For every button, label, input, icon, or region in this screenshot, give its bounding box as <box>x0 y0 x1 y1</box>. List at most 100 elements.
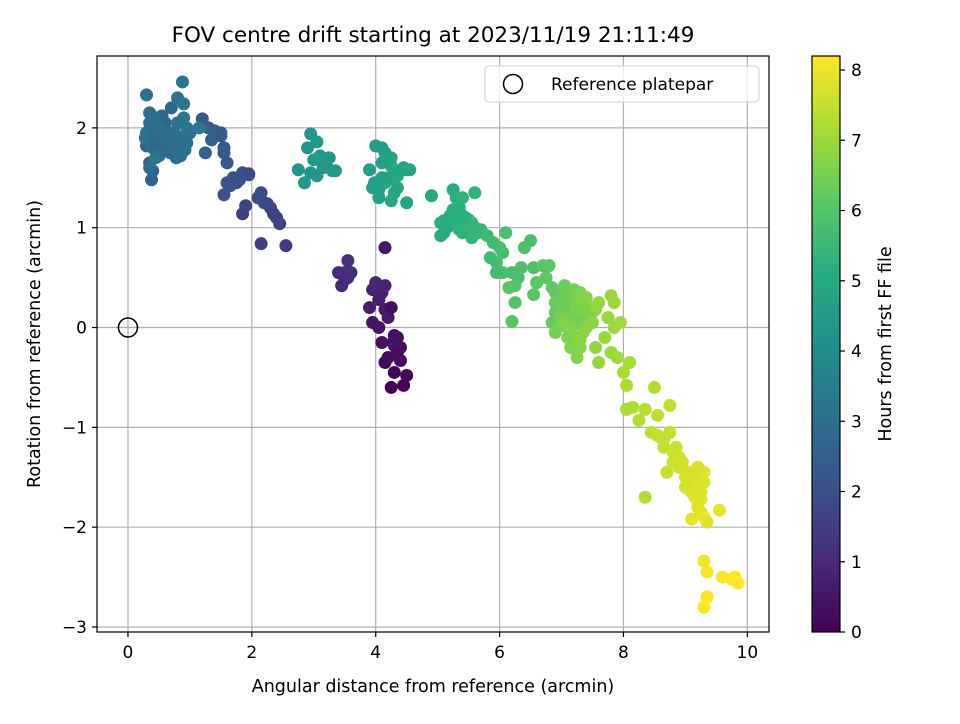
data-point <box>310 135 324 149</box>
data-point <box>387 365 401 379</box>
colorbar-tick-label: 6 <box>851 202 862 222</box>
data-point <box>177 111 191 125</box>
data-point <box>384 380 398 394</box>
data-point <box>192 121 206 135</box>
colorbar-ticks: 0 1 2 3 4 5 6 7 8 <box>840 61 862 643</box>
data-point <box>143 161 157 175</box>
data-point <box>338 273 352 287</box>
y-tick-label: −3 <box>62 618 87 638</box>
data-point <box>675 455 689 469</box>
data-point <box>700 590 714 604</box>
data-point <box>297 176 311 190</box>
colorbar-tick-label: 8 <box>851 61 862 81</box>
x-tick-label: 6 <box>494 643 505 663</box>
data-point <box>400 196 414 210</box>
data-point <box>530 276 544 290</box>
data-point <box>638 402 652 416</box>
colorbar-tick-label: 0 <box>851 623 862 643</box>
y-tick-label: −2 <box>62 518 87 538</box>
data-point <box>651 408 665 422</box>
data-point <box>678 480 692 494</box>
data-point <box>524 234 538 248</box>
data-point <box>697 600 711 614</box>
data-point <box>367 176 381 190</box>
data-point <box>384 194 398 208</box>
data-point <box>363 301 377 315</box>
data-point <box>232 173 246 187</box>
data-point <box>505 315 519 329</box>
data-point <box>573 333 587 347</box>
data-point <box>685 512 699 526</box>
data-point <box>455 191 469 205</box>
data-point <box>694 485 708 499</box>
data-point <box>363 163 377 177</box>
data-point <box>589 340 603 354</box>
data-point <box>663 398 677 412</box>
data-point <box>372 191 386 205</box>
data-point <box>319 159 333 173</box>
data-point <box>527 288 541 302</box>
data-point <box>424 189 438 203</box>
data-point <box>291 163 305 177</box>
data-point <box>217 141 231 155</box>
colorbar-tick-label: 5 <box>851 272 862 292</box>
data-point <box>239 199 253 213</box>
data-point <box>175 75 189 89</box>
data-point <box>489 266 503 280</box>
data-point <box>149 126 163 140</box>
data-point <box>691 460 705 474</box>
legend-box <box>484 65 760 103</box>
data-point <box>341 254 355 268</box>
data-point <box>301 141 315 155</box>
data-point <box>400 163 414 177</box>
chart-title: FOV centre drift starting at 2023/11/19 … <box>172 23 695 48</box>
data-point <box>468 186 482 200</box>
data-point <box>638 490 652 504</box>
data-point <box>570 350 584 364</box>
data-point <box>378 241 392 255</box>
data-point <box>390 169 404 183</box>
data-point <box>601 311 615 325</box>
colorbar-tick-label: 7 <box>851 131 862 151</box>
colorbar-tick-label: 2 <box>851 483 862 503</box>
data-point <box>149 151 163 165</box>
data-point <box>400 368 414 382</box>
plot-area-frame <box>96 55 770 633</box>
legend-reference-label: Reference platepar <box>551 75 713 95</box>
data-point <box>397 378 411 392</box>
x-tick-label: 4 <box>370 643 381 663</box>
y-axis-ticks: −3 −2 −1 0 1 2 <box>62 119 97 638</box>
y-axis-label: Rotation from reference (arcmin) <box>25 200 45 488</box>
data-point <box>198 146 212 160</box>
data-point <box>496 246 510 260</box>
data-point <box>647 380 661 394</box>
data-point <box>502 281 516 295</box>
data-point <box>146 111 160 125</box>
data-point <box>592 296 606 310</box>
data-point <box>700 515 714 529</box>
data-point <box>613 316 627 330</box>
data-point <box>558 299 572 313</box>
y-tick-label: 0 <box>76 319 87 339</box>
data-point <box>598 331 612 345</box>
data-point <box>579 291 593 305</box>
data-point <box>697 475 711 489</box>
data-point <box>369 139 383 153</box>
data-point <box>279 239 293 253</box>
data-point <box>147 136 161 150</box>
data-point <box>254 186 268 200</box>
legend-reference-marker <box>502 73 524 95</box>
data-points <box>117 75 745 614</box>
data-point <box>616 365 630 379</box>
data-point <box>697 554 711 568</box>
data-point <box>620 378 634 392</box>
colorbar-tick-label: 1 <box>851 553 862 573</box>
data-point <box>437 214 451 228</box>
data-point <box>610 350 624 364</box>
data-point <box>564 321 578 335</box>
data-point <box>446 203 460 217</box>
colorbar-gradient <box>811 55 841 633</box>
data-point <box>651 428 665 442</box>
data-point <box>389 335 403 349</box>
x-tick-label: 0 <box>123 643 134 663</box>
